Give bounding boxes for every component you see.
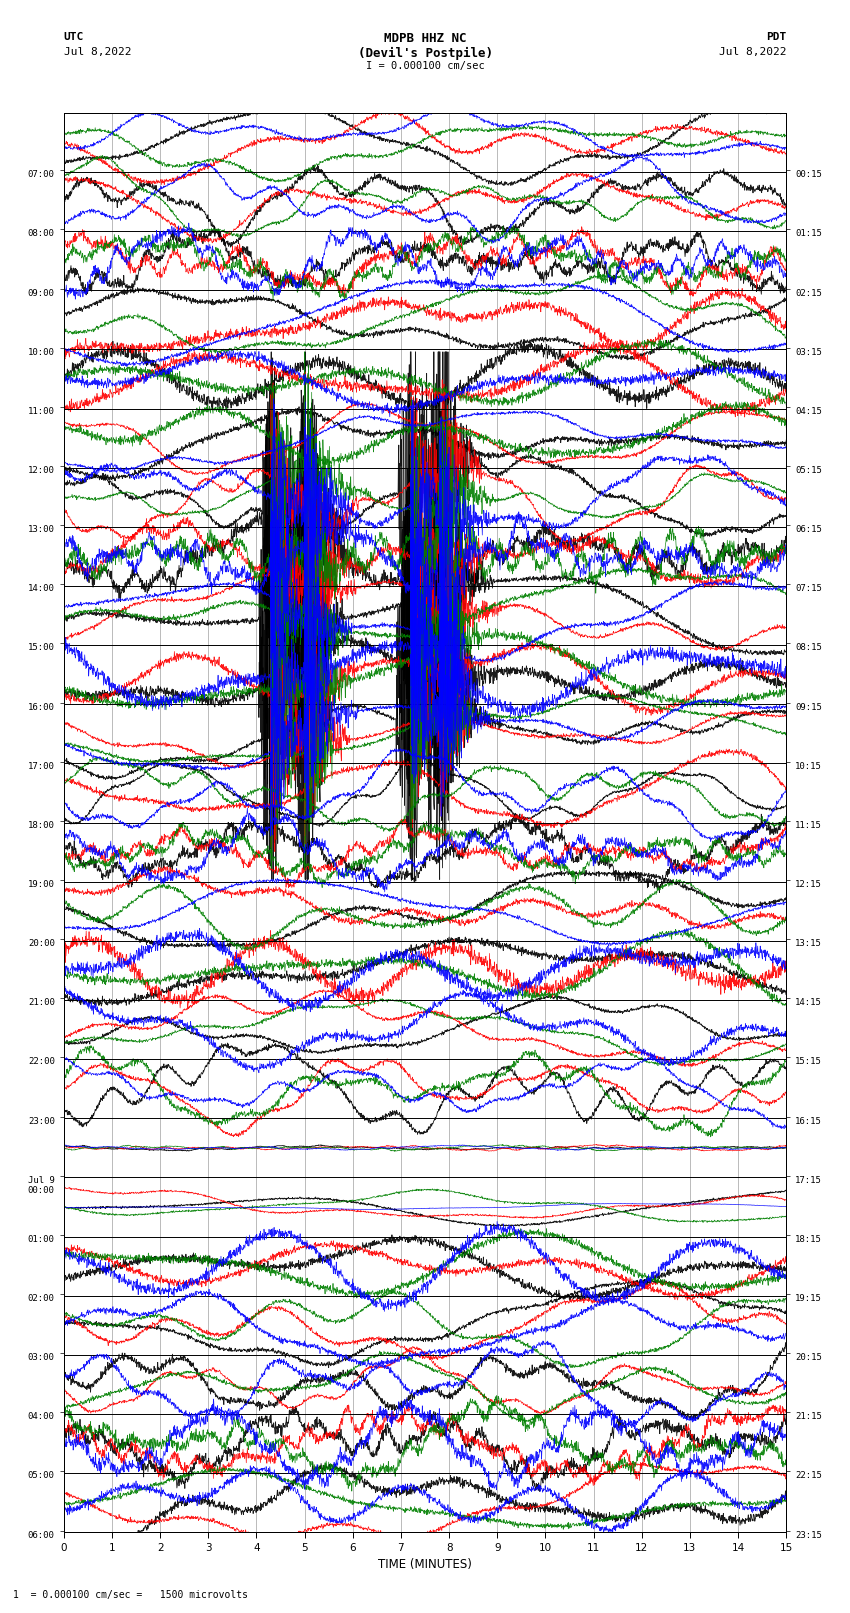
Text: UTC: UTC <box>64 32 84 42</box>
Text: MDPB HHZ NC: MDPB HHZ NC <box>383 32 467 45</box>
Text: (Devil's Postpile): (Devil's Postpile) <box>358 47 492 60</box>
Text: PDT: PDT <box>766 32 786 42</box>
Text: Jul 8,2022: Jul 8,2022 <box>719 47 786 56</box>
Text: 1  = 0.000100 cm/sec =   1500 microvolts: 1 = 0.000100 cm/sec = 1500 microvolts <box>13 1590 247 1600</box>
X-axis label: TIME (MINUTES): TIME (MINUTES) <box>378 1558 472 1571</box>
Text: Jul 8,2022: Jul 8,2022 <box>64 47 131 56</box>
Text: I = 0.000100 cm/sec: I = 0.000100 cm/sec <box>366 61 484 71</box>
